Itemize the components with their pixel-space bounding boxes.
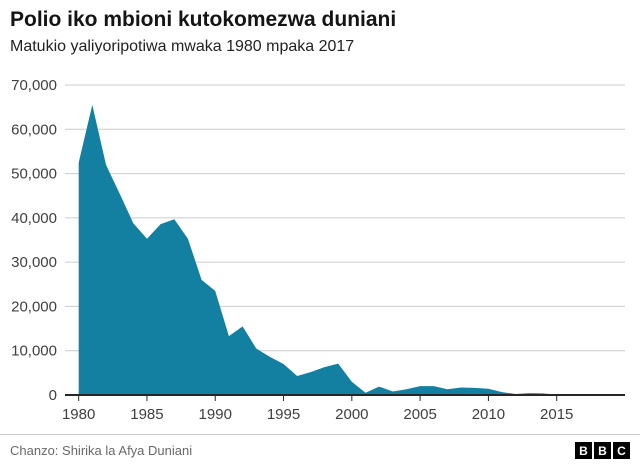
x-axis-label: 2010 [472,406,505,423]
polio-area-chart: 0 10,000 20,000 30,000 40,000 50,000 60,000 70,… [11,77,625,423]
bbc-logo: B B C [575,442,630,460]
x-axis-label: 1980 [62,406,95,423]
x-axis-label: 2015 [540,406,573,423]
source-text: Chanzo: Shirika la Afya Duniani [10,443,193,459]
x-axis-label: 1985 [130,406,163,423]
chart-title: Polio iko mbioni kutokomezwa duniani [10,8,397,31]
y-axis-label: 10,000 [11,343,57,360]
y-axis-label: 20,000 [11,299,57,316]
y-axis-label: 0 [49,387,57,404]
footer-divider [0,434,640,436]
x-axis-label: 1995 [267,406,300,423]
y-axis-label: 40,000 [11,210,57,227]
y-axis-label: 30,000 [11,255,57,272]
y-axis-label: 50,000 [11,166,57,183]
x-axis-label: 2005 [403,406,436,423]
x-axis-label: 2000 [335,406,368,423]
y-axis-label: 60,000 [11,122,57,139]
y-axis-label: 70,000 [11,77,57,94]
chart-subtitle: Matukio yaliyoripotiwa mwaka 1980 mpaka … [10,38,355,56]
chart-footer: Chanzo: Shirika la Afya Duniani B B C [0,435,640,460]
bbc-logo-letter-c: C [613,442,630,460]
bbc-logo-letter-b2: B [594,442,611,460]
area-series [78,105,584,396]
x-axis-label: 1990 [199,406,232,423]
bbc-logo-letter-b1: B [575,442,592,460]
